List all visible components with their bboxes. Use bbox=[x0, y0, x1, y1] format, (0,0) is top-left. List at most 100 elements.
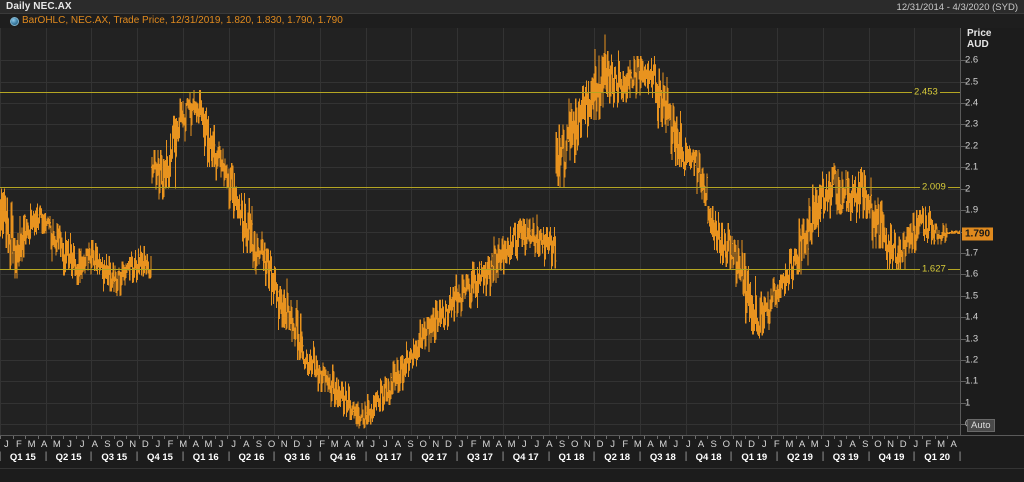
gridline-horizontal bbox=[0, 145, 960, 147]
time-tick-quarter: Q3 17 bbox=[467, 452, 493, 463]
gridline-horizontal bbox=[0, 424, 960, 426]
time-tick-month: F bbox=[925, 439, 932, 450]
time-tick-month: J bbox=[534, 439, 540, 450]
time-tick-mark bbox=[278, 436, 279, 439]
time-tick-month: O bbox=[571, 439, 579, 450]
gridline-horizontal bbox=[0, 231, 960, 233]
time-tick-month: F bbox=[16, 439, 22, 450]
time-tick-mark bbox=[417, 436, 418, 439]
time-tick-mark bbox=[669, 436, 670, 439]
quarter-separator: | bbox=[318, 451, 322, 462]
time-tick-month: M bbox=[179, 439, 188, 450]
time-tick-mark bbox=[227, 436, 228, 439]
time-tick-mark bbox=[796, 436, 797, 439]
time-tick-month: N bbox=[432, 439, 440, 450]
gridline-vertical bbox=[777, 28, 778, 435]
gridline-vertical bbox=[411, 28, 412, 435]
auto-scale-button[interactable]: Auto bbox=[967, 419, 995, 432]
time-tick-quarter: Q1 18 bbox=[558, 452, 585, 463]
time-tick-mark bbox=[543, 436, 544, 439]
time-tick-mark bbox=[76, 436, 77, 439]
time-tick-mark bbox=[429, 436, 430, 439]
reference-line[interactable] bbox=[0, 186, 960, 188]
time-tick-mark bbox=[202, 436, 203, 439]
time-tick-mark bbox=[872, 436, 873, 439]
time-tick-month: N bbox=[887, 439, 894, 450]
time-tick-month: O bbox=[419, 439, 427, 450]
time-tick-mark bbox=[846, 436, 847, 439]
time-tick-month: A bbox=[41, 439, 48, 450]
time-tick-month: J bbox=[824, 439, 830, 450]
price-tick-label: –2 bbox=[961, 183, 971, 195]
time-tick-quarter: Q1 19 bbox=[741, 452, 768, 463]
time-tick-month: J bbox=[3, 439, 9, 450]
time-tick-mark bbox=[720, 436, 721, 439]
series-toggle-icon[interactable] bbox=[10, 16, 19, 26]
price-series bbox=[0, 34, 960, 429]
time-tick-month: M bbox=[785, 439, 794, 450]
time-tick-month: D bbox=[899, 439, 907, 450]
time-tick-mark bbox=[480, 436, 481, 439]
gridline-vertical bbox=[91, 28, 92, 435]
quarter-separator: | bbox=[638, 451, 642, 462]
time-tick-mark bbox=[644, 436, 645, 439]
gridline-vertical bbox=[823, 28, 824, 435]
time-tick-month: M bbox=[633, 439, 642, 450]
chart-plot-area[interactable]: 2.453 2.009 1.627 bbox=[0, 28, 960, 435]
legend-label: BarOHLC, NEC.AX, Trade Price, 12/31/2019… bbox=[22, 15, 343, 26]
time-tick-month: A bbox=[950, 439, 957, 450]
time-tick-mark bbox=[758, 436, 759, 439]
reference-line[interactable] bbox=[0, 268, 960, 270]
time-tick-month: D bbox=[596, 439, 604, 450]
time-tick-month: J bbox=[382, 439, 388, 450]
time-tick-mark bbox=[783, 436, 784, 439]
time-tick-month: S bbox=[255, 439, 263, 450]
time-tick-mark bbox=[354, 436, 355, 439]
title-bar: Daily NEC.AX 12/31/2014 - 4/3/2020 (SYD) bbox=[0, 0, 1024, 14]
quarter-separator: | bbox=[684, 451, 688, 462]
reference-line[interactable] bbox=[0, 91, 960, 93]
gridline-vertical bbox=[869, 28, 870, 435]
gridline-vertical bbox=[594, 28, 595, 435]
time-tick-month: A bbox=[394, 439, 402, 450]
quarter-separator: | bbox=[547, 451, 551, 462]
time-tick-month: J bbox=[458, 439, 464, 450]
time-tick-month: A bbox=[344, 439, 351, 450]
time-tick-mark bbox=[303, 436, 304, 439]
price-axis-title: Price AUD bbox=[967, 28, 992, 50]
time-tick-month: F bbox=[773, 439, 780, 450]
time-tick-quarter: Q2 18 bbox=[604, 452, 631, 463]
time-tick-mark bbox=[745, 436, 746, 439]
time-tick-month: N bbox=[280, 439, 288, 450]
time-tick-mark bbox=[265, 436, 266, 439]
time-tick-mark bbox=[897, 436, 898, 439]
price-tick-label: –2.6 bbox=[961, 54, 979, 66]
price-tick-label: –1.5 bbox=[961, 290, 979, 302]
price-axis[interactable]: Price AUD –2.6 –2.5 –2.4 –2.3 –2.2 –2.1 –2 –1.9… bbox=[960, 28, 1024, 435]
time-tick-mark bbox=[392, 436, 393, 439]
time-tick-mark bbox=[935, 436, 936, 439]
gridline-vertical bbox=[274, 28, 275, 435]
gridline-horizontal bbox=[0, 295, 960, 297]
gridline-vertical bbox=[137, 28, 138, 435]
time-tick-month: A bbox=[192, 439, 199, 450]
time-tick-mark bbox=[493, 436, 494, 439]
time-tick-month: O bbox=[116, 439, 124, 450]
quarter-separator: | bbox=[775, 451, 779, 462]
time-tick-month: F bbox=[319, 439, 325, 450]
time-tick-month: J bbox=[610, 439, 615, 450]
time-tick-quarter: Q2 17 bbox=[421, 452, 448, 463]
time-tick-mark bbox=[316, 436, 317, 439]
time-tick-mark bbox=[947, 436, 948, 439]
gridline-vertical bbox=[183, 28, 184, 435]
time-tick-mark bbox=[594, 436, 595, 439]
gridline-vertical bbox=[686, 28, 687, 435]
price-tick-label: –1.3 bbox=[961, 333, 979, 345]
time-tick-month: O bbox=[874, 439, 882, 450]
time-tick-mark bbox=[328, 436, 329, 439]
time-tick-month: J bbox=[307, 439, 312, 450]
time-tick-month: M bbox=[482, 439, 491, 450]
time-tick-mark bbox=[568, 436, 569, 439]
time-tick-mark bbox=[240, 436, 241, 439]
